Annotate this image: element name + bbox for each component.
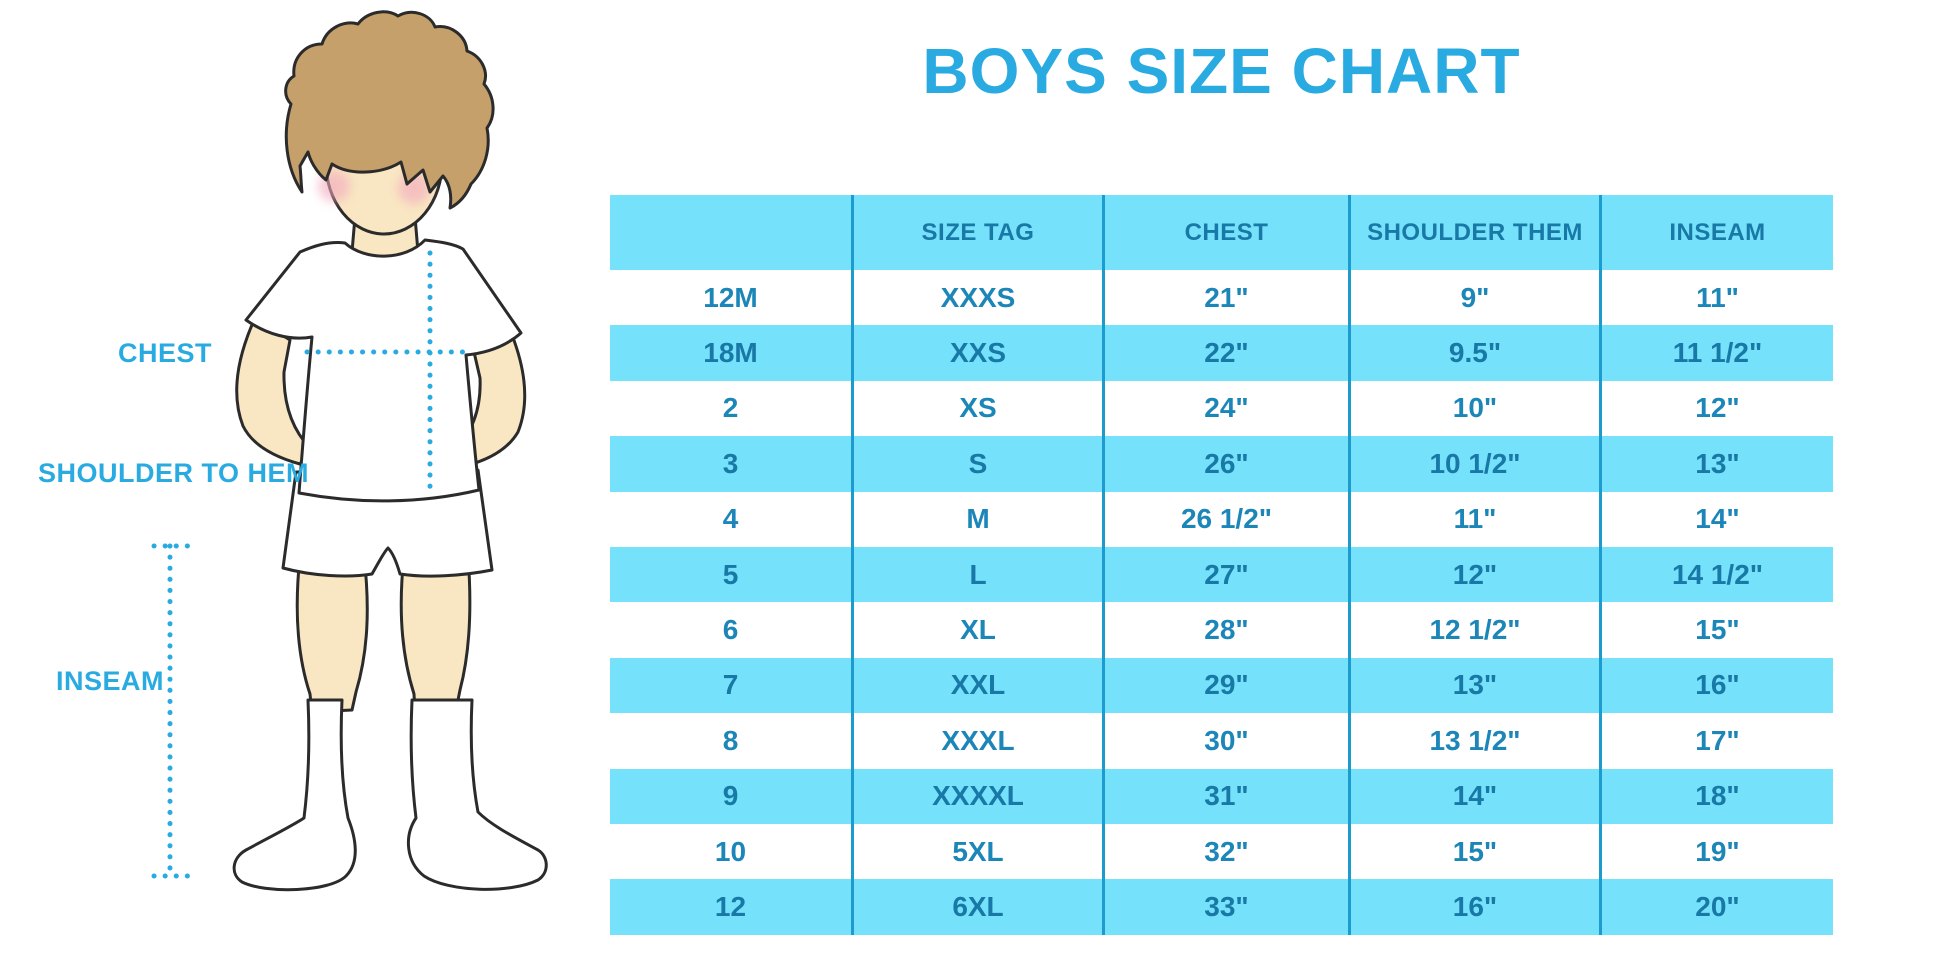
table-cell: 3 [610,436,854,492]
table-cell: 13" [1351,657,1602,714]
table-cell: S [854,436,1105,492]
table-cell: 14 1/2" [1671,558,1764,590]
table-cell: 4 [610,491,854,547]
table-cell: 28" [1105,602,1351,658]
table-cell: 7 [610,657,854,714]
table-cell: 13" [1695,447,1740,479]
column-header: CHEST [1105,195,1351,270]
table-cell: 26" [1105,436,1351,492]
table-cell: 2 [610,380,854,437]
boy-measurement-illustration [151,10,548,892]
table-cell: 14" [1351,768,1602,824]
table-cell: 11 1/2" [1672,337,1763,369]
size-table-body: 12M XXXS 21" 9" 11" 18M XXS 22" 9.5" 11 1/2" 2 XS 24… [610,270,1833,935]
inseam-label: INSEAM [56,666,165,696]
boy-hair [284,10,495,210]
table-cell: 6XL [854,879,1105,935]
table-cell: 12 [610,879,854,935]
column-header [610,195,854,270]
table-cell: 5XL [854,823,1105,880]
inseam-measure-line [151,543,193,879]
table-cell: 32" [1105,823,1351,880]
table-cell: 6 [610,602,854,658]
table-cell: 9.5" [1351,325,1602,381]
table-cell: 27" [1105,546,1351,603]
table-cell: 15" [1351,823,1602,880]
size-chart-table: SIZE TAG CHEST SHOULDER THEM INSEAM 12M XXXS… [610,195,1833,935]
table-row: 6 XL 28" 12 1/2" 15" [610,602,1833,658]
boy-sock-right [406,698,548,891]
table-cell: 9 [610,768,854,824]
page-title: BOYS SIZE CHART [922,35,1521,107]
table-cell: 14" [1695,503,1740,535]
table-cell: XL [854,602,1105,658]
table-cell: XXL [854,657,1105,714]
boy-leg-left [295,554,369,714]
table-cell: M [854,491,1105,547]
table-cell: 12M [610,270,854,326]
table-cell: XXXL [854,713,1105,769]
table-cell: 10 [610,823,854,880]
table-row: 10 5XL 32" 15" 19" [610,823,1833,880]
table-row: 2 XS 24" 10" 12" [610,380,1833,437]
table-cell: 17" [1695,724,1740,756]
table-cell: 31" [1105,768,1351,824]
table-cell: 18" [1695,780,1740,812]
table-row: 12 6XL 33" 16" 20" [610,879,1833,935]
table-row: 4 M 26 1/2" 11" 14" [610,491,1833,547]
table-row: 12M XXXS 21" 9" 11" [610,270,1833,326]
table-row: 7 XXL 29" 13" 16" [610,657,1833,714]
table-row: 9 XXXXL 31" 14" 18" [610,768,1833,824]
table-row: 3 S 26" 10 1/2" 13" [610,436,1833,492]
boy-shirt [244,238,523,503]
table-cell: 26 1/2" [1105,491,1351,547]
boy-leg-right [399,554,472,714]
table-cell: 20" [1695,890,1740,922]
table-cell: 16" [1695,669,1740,701]
table-cell: 29" [1105,657,1351,714]
column-header: SHOULDER THEM [1351,195,1602,270]
table-cell: XXXS [854,270,1105,326]
table-cell: 33" [1105,879,1351,935]
table-row: 18M XXS 22" 9.5" 11 1/2" [610,325,1833,381]
table-cell: 5 [610,546,854,603]
table-cell: 24" [1105,380,1351,437]
table-cell: 10" [1351,380,1602,437]
column-header: SIZE TAG [854,195,1105,270]
table-cell: 11" [1351,491,1602,547]
table-cell: 22" [1105,325,1351,381]
table-cell: 21" [1105,270,1351,326]
table-cell: L [854,546,1105,603]
table-cell: 16" [1351,879,1602,935]
table-cell: XXS [854,325,1105,381]
table-row: 5 L 27" 12" 14 1/2" [610,546,1833,603]
table-cell: 9" [1351,270,1602,326]
table-cell: 19" [1695,835,1740,867]
column-header: INSEAM [1669,218,1766,246]
table-cell: 15" [1695,614,1740,646]
table-cell: 13 1/2" [1351,713,1602,769]
boy-sock-left [232,698,357,892]
size-table-header-row: SIZE TAG CHEST SHOULDER THEM INSEAM [610,195,1833,270]
table-cell: 8 [610,713,854,769]
table-cell: 10 1/2" [1351,436,1602,492]
table-cell: XS [854,380,1105,437]
table-cell: 30" [1105,713,1351,769]
table-cell: 11" [1696,281,1739,313]
table-cell: XXXXL [854,768,1105,824]
table-cell: 12" [1351,546,1602,603]
table-cell: 12" [1695,392,1740,424]
table-row: 8 XXXL 30" 13 1/2" 17" [610,713,1833,769]
table-cell: 12 1/2" [1351,602,1602,658]
table-cell: 18M [610,325,854,381]
shoulder-to-hem-label: SHOULDER TO HEM [38,458,310,488]
chest-label: CHEST [118,338,213,368]
boy-arm-left [235,316,312,466]
